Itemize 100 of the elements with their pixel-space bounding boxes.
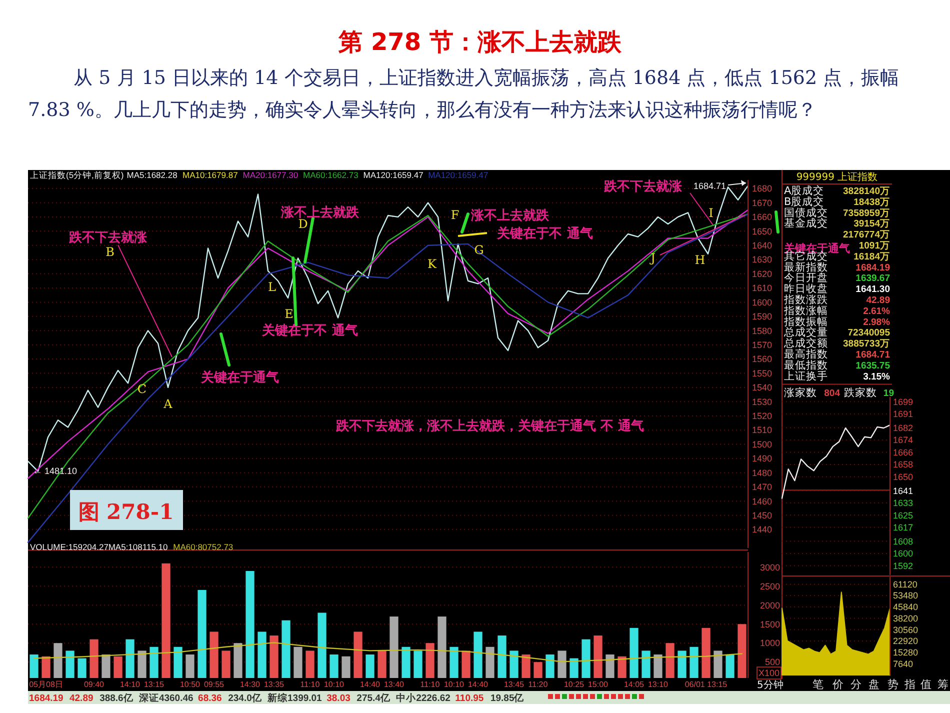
annotation: F	[450, 208, 460, 222]
y-tick-label: 1600	[752, 297, 772, 308]
text: 值	[920, 678, 932, 691]
y-tick-label: 1520	[752, 411, 772, 422]
x-tick-label: 10:50	[180, 680, 201, 689]
text: 16184万	[854, 251, 890, 262]
text: 388.6亿	[100, 692, 134, 704]
y-tick-label: 1480	[752, 468, 772, 478]
x-tick-label: 09:40	[84, 680, 105, 689]
annotation: D	[298, 217, 308, 232]
y-tick-label: 1650	[752, 226, 772, 236]
y-tick-label: 1610	[752, 283, 772, 294]
y-tick-label: 7640	[893, 658, 914, 669]
annotation: 跌家数	[844, 386, 877, 400]
y-tick-label: 1570	[752, 340, 772, 350]
y-tick-label: 1560	[752, 354, 772, 364]
y-tick-label: 1640	[752, 240, 772, 251]
x-tick-label: 13:40	[384, 680, 405, 689]
y-tick-label: 1592	[893, 560, 914, 571]
category-label: B股成交	[784, 194, 824, 208]
y-tick-label: 1625	[893, 510, 914, 520]
y-tick-label: 3000	[760, 562, 780, 572]
text: 1641.30	[856, 284, 890, 296]
text: 1091万	[858, 240, 890, 252]
annotation: 关键在于通气	[200, 370, 279, 386]
annotation: 804	[824, 388, 841, 400]
text: 势	[888, 678, 898, 691]
annotation: H	[694, 253, 706, 268]
annotation: 1684.71	[693, 181, 726, 192]
text: 笔	[812, 678, 824, 691]
annotation: 跌不下去就涨	[68, 230, 148, 246]
text: MA60:1662.73	[303, 170, 359, 180]
annotation: J	[648, 251, 656, 266]
category-label: 今日开盘	[784, 272, 828, 284]
y-tick-label: 1600	[893, 548, 914, 559]
y-tick-label: 15280	[893, 647, 918, 658]
text: 盘	[868, 678, 880, 691]
y-tick-label: 1691	[893, 409, 914, 420]
x-tick-label: 13:45	[504, 680, 525, 689]
text: 1684.19	[29, 693, 64, 704]
text: 2176774万	[843, 230, 890, 241]
text: 价	[832, 678, 844, 691]
annotation: 涨家数	[784, 386, 817, 400]
chart-subtitle: 从 5 月 15 日以来的 14 个交易日，上证指数进入宽幅振荡，高点 1684 点，低点 1562 点，振幅 7.83 %。几上几下的走势，确实令人晕头转向，那么有没有一种方法来认识这种振荡行情呢？	[28, 66, 900, 123]
y-tick-label: 1450	[752, 510, 772, 520]
x-tick-label: 11:10	[300, 680, 320, 689]
text: MA120:1659.47	[428, 170, 488, 180]
text: MA10:1679.87	[182, 170, 238, 180]
y-tick-label: 1530	[752, 396, 772, 407]
annotation: MA5:108115.10	[108, 542, 168, 552]
x-tick-label: 09:55	[204, 680, 225, 689]
y-tick-label: 1617	[893, 522, 914, 533]
y-tick-label: 2500	[760, 581, 780, 592]
y-tick-label: 1666	[893, 447, 914, 458]
text: MA60:80752.73	[173, 542, 234, 552]
y-tick-label: 1630	[752, 254, 772, 265]
category-label: 国债成交	[784, 206, 828, 219]
x-tick-label: 14:10	[120, 680, 141, 689]
text: 3.15%	[863, 371, 890, 382]
y-tick-label: 1641	[893, 486, 914, 496]
annotation: B	[106, 245, 115, 260]
annotation: 涨不上去就跌	[470, 208, 550, 224]
y-tick-label: 38200	[893, 613, 918, 624]
annotation: A	[162, 397, 173, 412]
text: 指	[904, 678, 916, 691]
text: 39154万	[854, 218, 890, 230]
category-label: 昨日收盘	[784, 283, 828, 296]
y-tick-label: 1660	[752, 212, 772, 222]
annotation: VOLUME:159204.27	[30, 542, 109, 552]
y-tick-label: 2000	[760, 600, 780, 610]
text: 19.85亿	[490, 692, 526, 704]
y-tick-label: 1674	[893, 435, 914, 446]
annotation: C	[137, 382, 147, 396]
x-tick-label: 13:10	[648, 680, 669, 689]
text: 999999 上证指数	[796, 171, 878, 183]
text: 2.61%	[863, 306, 890, 317]
y-tick-label: 1682	[893, 422, 914, 433]
y-tick-label: 1670	[752, 198, 772, 208]
text: 7358959万	[843, 208, 890, 219]
text: 42.89	[69, 693, 94, 704]
text: 筹	[938, 678, 948, 691]
y-tick-label: 1633	[893, 498, 914, 508]
y-tick-label: 1699	[893, 396, 914, 407]
y-tick-label: 1460	[752, 496, 772, 506]
x-tick-label: 15:00	[588, 680, 609, 689]
text: 72340095	[848, 328, 890, 339]
text: 分	[850, 678, 862, 691]
annotation: E	[284, 307, 294, 322]
text: 中小2226.62	[396, 692, 450, 704]
x-tick-label: 05月08日	[29, 680, 63, 689]
y-tick-label: 1540	[752, 382, 772, 393]
text: 110.95	[455, 693, 484, 704]
y-tick-label: 1680	[752, 184, 772, 194]
text: 1684.19	[856, 262, 890, 274]
category-label: 指数涨幅	[783, 304, 828, 317]
y-tick-label: 1510	[752, 425, 772, 436]
y-tick-label: 500	[764, 657, 780, 668]
y-tick-label: 1590	[752, 312, 772, 322]
y-tick-label: 30560	[893, 624, 918, 635]
annotation: 关键在于不 通气	[496, 226, 593, 242]
